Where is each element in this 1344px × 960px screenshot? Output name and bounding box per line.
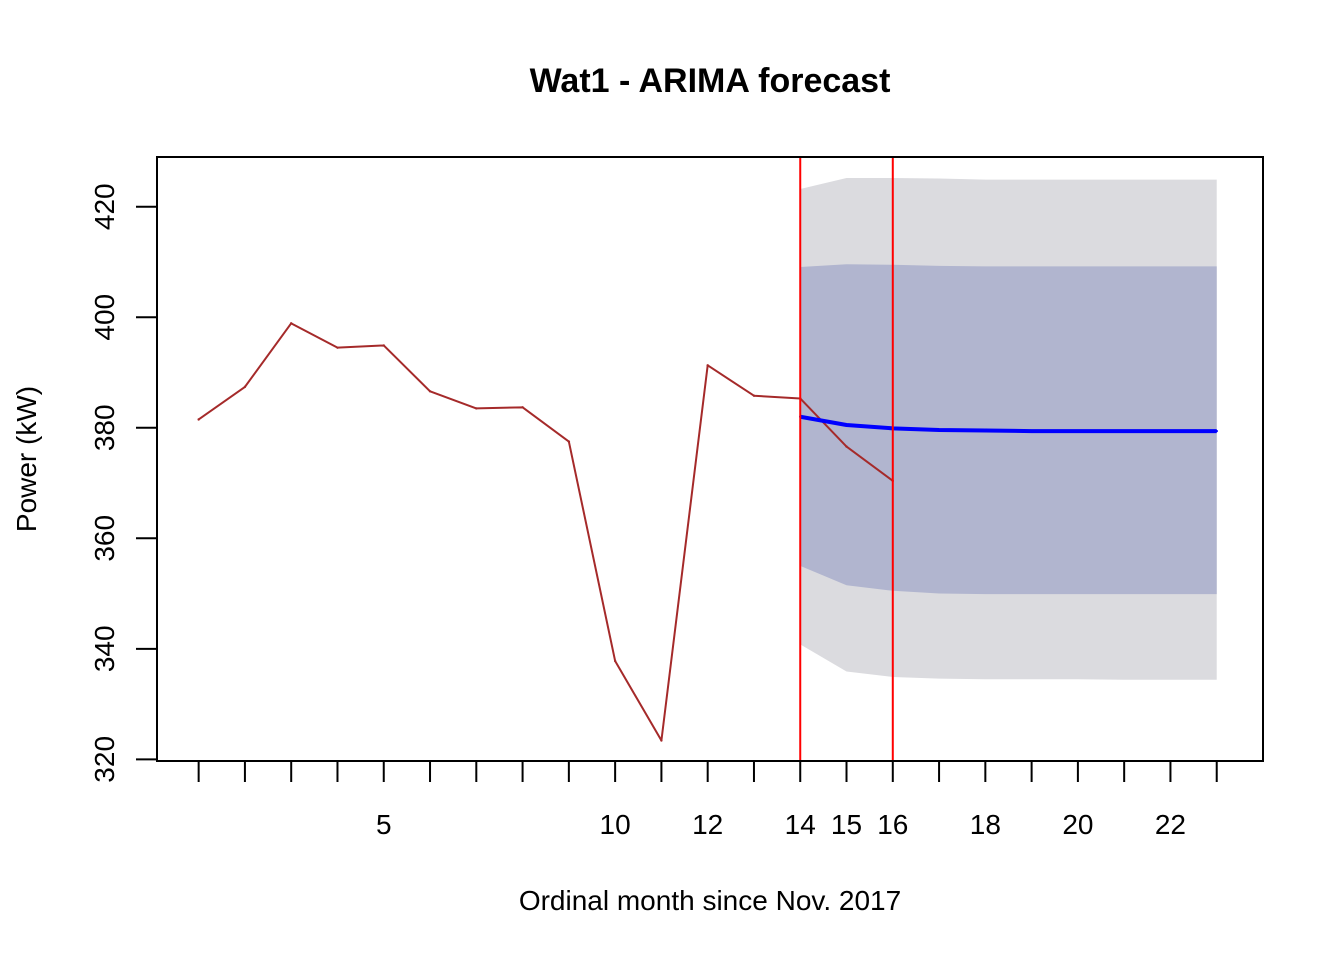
data-point-actual — [428, 390, 432, 393]
data-point-actual — [706, 364, 709, 367]
series-line-forecast — [799, 414, 1217, 434]
y-tick-label: 380 — [89, 404, 120, 451]
chart-title: Wat1 - ARIMA forecast — [530, 62, 891, 100]
data-point-actual — [521, 406, 524, 409]
data-point-actual — [290, 322, 293, 325]
data-point-forecast — [845, 423, 848, 427]
y-tick-label: 400 — [89, 294, 120, 341]
data-point-actual — [752, 394, 756, 397]
data-point-actual — [613, 659, 617, 663]
x-tick-label: 10 — [600, 809, 631, 840]
y-axis: 320 340 360 380 400 420 — [89, 183, 158, 783]
x-tick-label: 15 — [831, 809, 862, 840]
data-point-actual — [336, 346, 339, 349]
x-tick-label: 20 — [1062, 809, 1093, 840]
data-point-actual — [475, 407, 478, 410]
x-tick-label: 16 — [877, 809, 908, 840]
y-axis-label: Power (kW) — [11, 386, 42, 532]
y-tick-label: 360 — [89, 515, 120, 562]
data-point-forecast — [937, 428, 941, 432]
data-point-actual — [243, 385, 247, 389]
y-tick-label: 420 — [89, 183, 120, 230]
x-tick-label: 18 — [970, 809, 1001, 840]
data-point-forecast — [1215, 429, 1218, 433]
y-tick-label: 320 — [89, 736, 120, 783]
data-point-forecast — [1122, 429, 1126, 433]
x-tick-label: 14 — [785, 809, 816, 840]
data-point-actual — [567, 440, 571, 443]
x-tick-label: 12 — [692, 809, 723, 840]
x-axis: 5 10 12 14 15 16 18 20 22 — [197, 760, 1218, 840]
plot-area — [197, 157, 1218, 761]
data-point-actual — [660, 739, 663, 742]
x-tick-label: 22 — [1155, 809, 1186, 840]
data-point-actual — [197, 418, 200, 421]
x-tick-label: 5 — [376, 809, 392, 840]
data-point-forecast — [1169, 429, 1172, 433]
data-point-forecast — [1030, 429, 1033, 433]
series-line-actual — [198, 322, 894, 742]
data-point-actual — [845, 445, 848, 448]
x-axis-label: Ordinal month since Nov. 2017 — [519, 885, 901, 916]
data-point-actual — [382, 344, 385, 347]
y-tick-label: 340 — [89, 625, 120, 672]
data-point-forecast — [1076, 429, 1080, 433]
data-point-forecast — [984, 429, 987, 432]
